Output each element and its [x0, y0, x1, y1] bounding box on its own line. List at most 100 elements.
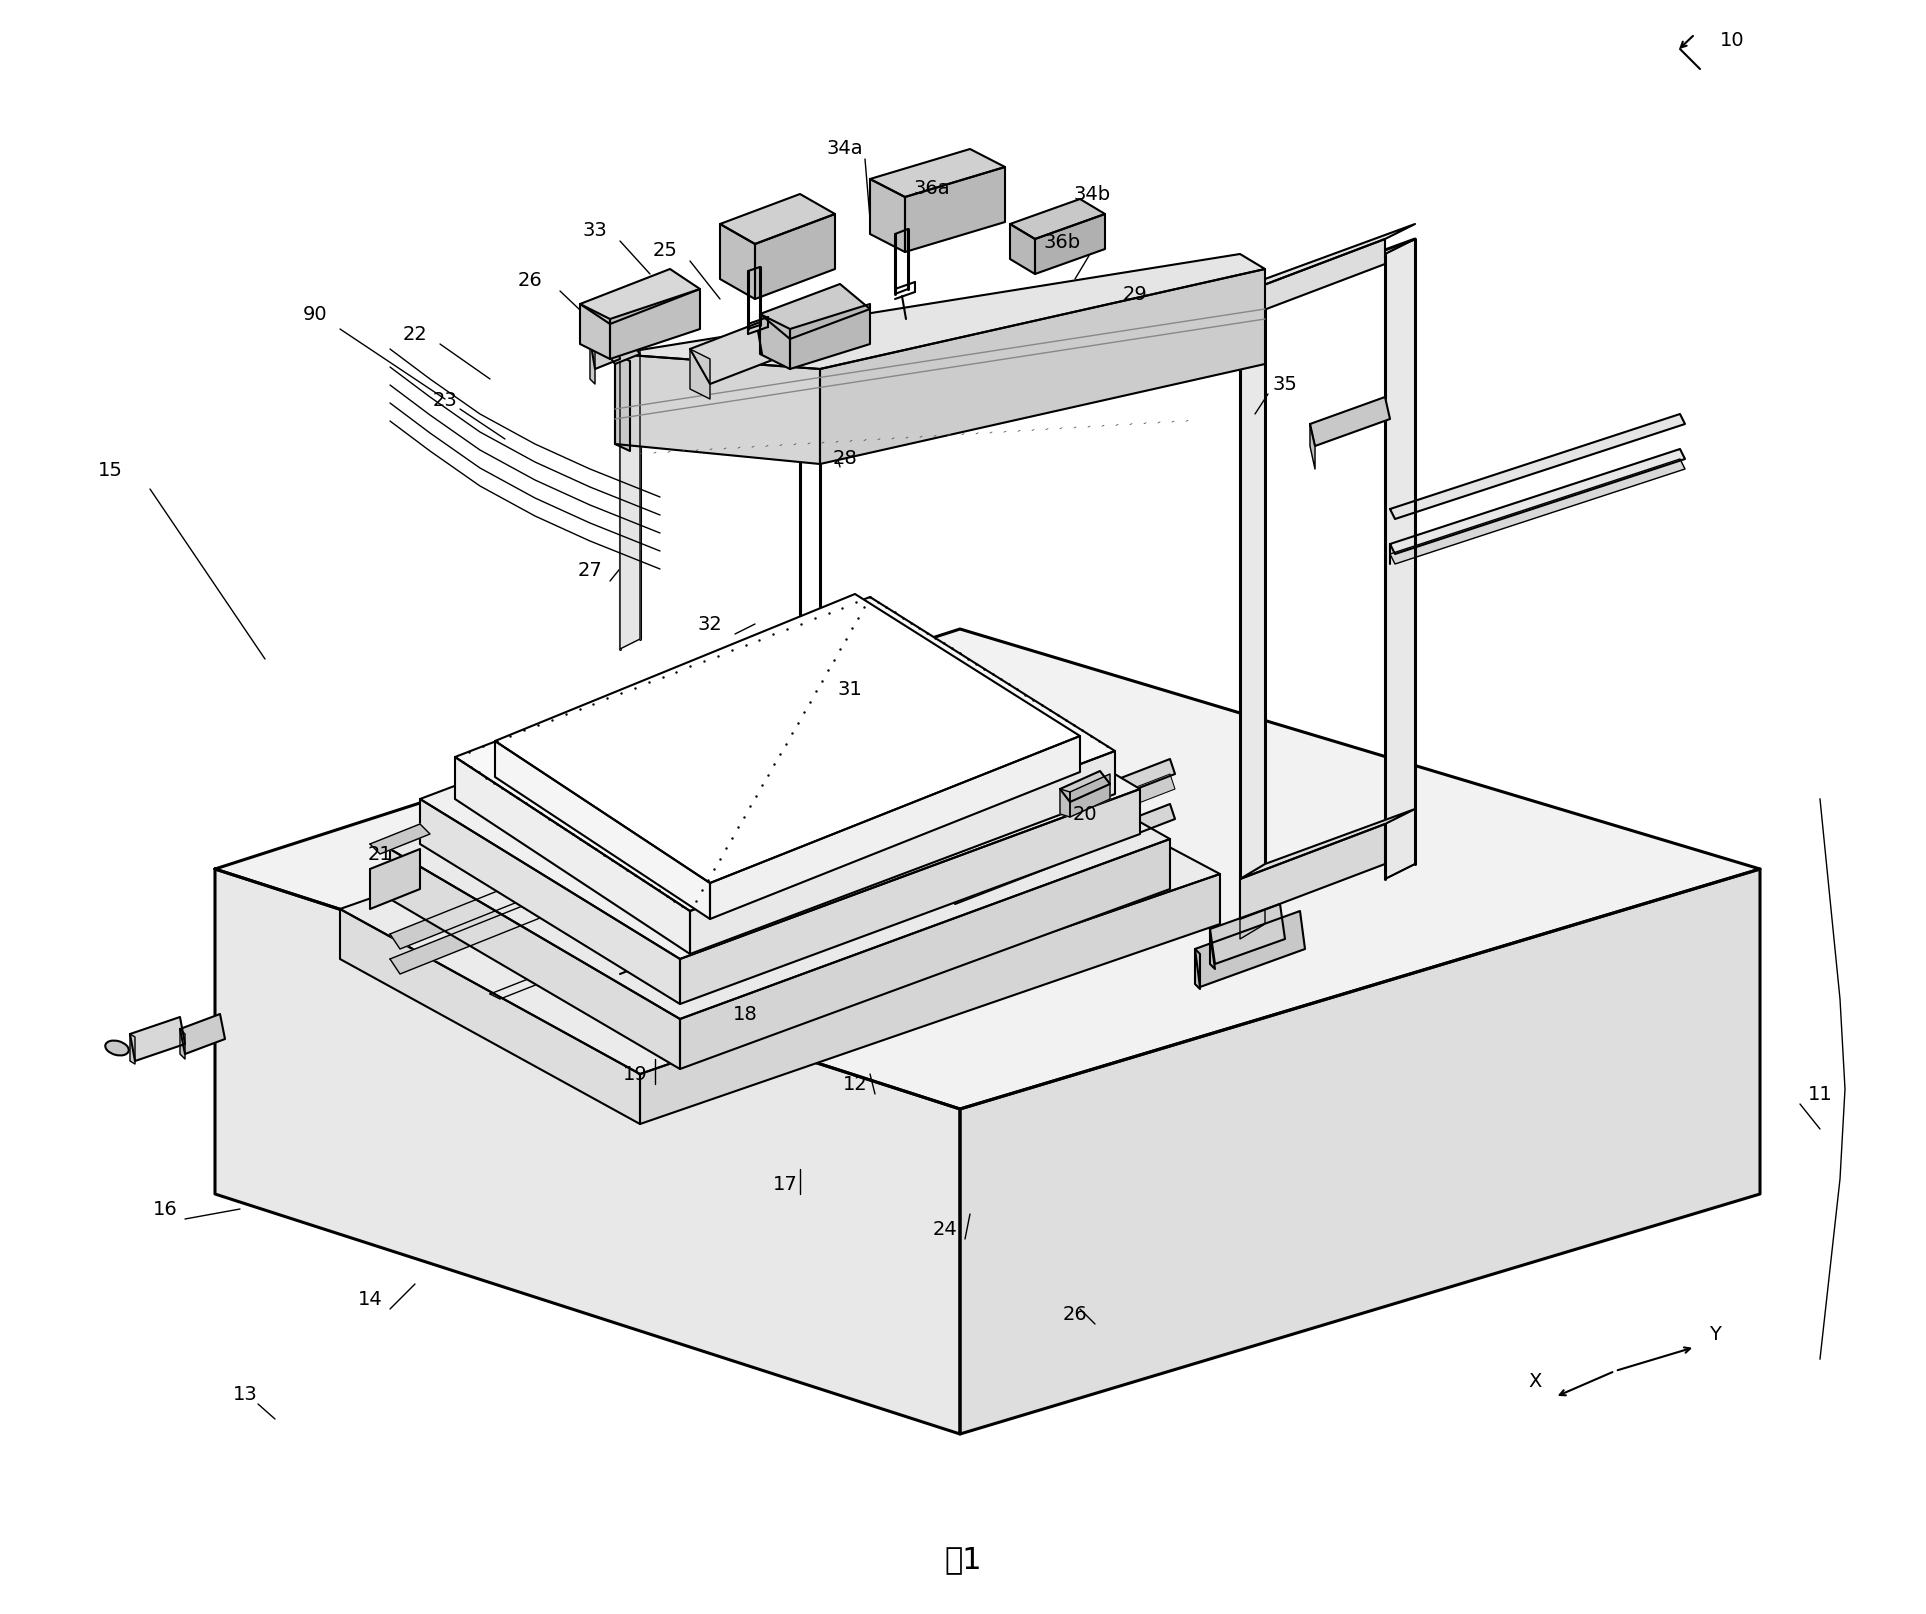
Text: 21: 21: [368, 846, 393, 863]
Text: X: X: [1529, 1372, 1541, 1391]
Text: 28: 28: [832, 449, 857, 466]
Polygon shape: [1240, 810, 1416, 880]
Polygon shape: [614, 355, 820, 465]
Polygon shape: [755, 215, 836, 300]
Text: 23: 23: [433, 391, 456, 410]
Polygon shape: [455, 597, 1115, 912]
Polygon shape: [389, 754, 849, 949]
Polygon shape: [455, 757, 690, 954]
Text: 27: 27: [578, 560, 603, 579]
Polygon shape: [601, 334, 639, 365]
Polygon shape: [1240, 240, 1385, 320]
Text: 22: 22: [403, 326, 428, 344]
Text: 20: 20: [1073, 805, 1098, 825]
Text: 图1: 图1: [944, 1545, 982, 1574]
Polygon shape: [370, 825, 429, 854]
Text: 12: 12: [844, 1075, 867, 1094]
Polygon shape: [871, 179, 905, 253]
Polygon shape: [959, 870, 1760, 1435]
Text: 90: 90: [302, 305, 327, 324]
Text: 26: 26: [518, 270, 543, 289]
Polygon shape: [1034, 215, 1106, 274]
Text: 31: 31: [838, 679, 863, 699]
Polygon shape: [639, 875, 1219, 1125]
Polygon shape: [611, 291, 699, 360]
Polygon shape: [690, 300, 840, 384]
Polygon shape: [1391, 450, 1685, 555]
Polygon shape: [1194, 912, 1306, 988]
Polygon shape: [489, 865, 830, 999]
Polygon shape: [1210, 904, 1285, 965]
Polygon shape: [1210, 930, 1215, 970]
Text: 19: 19: [622, 1065, 647, 1085]
Text: 35: 35: [1273, 376, 1298, 394]
Polygon shape: [420, 629, 1140, 959]
Polygon shape: [680, 839, 1169, 1070]
Text: 24: 24: [932, 1220, 957, 1238]
Text: 32: 32: [697, 615, 722, 634]
Polygon shape: [1310, 397, 1391, 447]
Polygon shape: [495, 741, 711, 920]
Text: 29: 29: [1123, 286, 1148, 305]
Polygon shape: [661, 784, 1009, 954]
Polygon shape: [711, 736, 1080, 920]
Polygon shape: [1310, 424, 1315, 470]
Polygon shape: [489, 870, 820, 1030]
Polygon shape: [680, 789, 1140, 1004]
Text: 15: 15: [98, 460, 123, 479]
Polygon shape: [905, 168, 1005, 253]
Polygon shape: [720, 224, 755, 300]
Text: 11: 11: [1809, 1085, 1832, 1104]
Polygon shape: [761, 315, 790, 370]
Polygon shape: [1059, 789, 1071, 818]
Polygon shape: [614, 255, 1265, 370]
Polygon shape: [1240, 224, 1416, 295]
Polygon shape: [370, 849, 420, 909]
Polygon shape: [871, 150, 1005, 199]
Text: Y: Y: [1708, 1325, 1722, 1344]
Polygon shape: [341, 710, 1219, 1075]
Polygon shape: [216, 870, 959, 1435]
Polygon shape: [761, 284, 871, 341]
Polygon shape: [1385, 240, 1416, 880]
Polygon shape: [1240, 295, 1265, 939]
Polygon shape: [389, 670, 1169, 1020]
Polygon shape: [690, 350, 711, 400]
Text: 36a: 36a: [913, 179, 950, 197]
Polygon shape: [1009, 200, 1106, 240]
Polygon shape: [614, 355, 630, 452]
Polygon shape: [216, 629, 1760, 1109]
Polygon shape: [950, 760, 1175, 860]
Polygon shape: [341, 909, 639, 1125]
Text: 34b: 34b: [1073, 186, 1111, 205]
Polygon shape: [389, 849, 680, 1070]
Polygon shape: [129, 1035, 135, 1064]
Polygon shape: [179, 1014, 225, 1054]
Text: 34a: 34a: [826, 139, 863, 158]
Polygon shape: [589, 329, 620, 370]
Polygon shape: [620, 329, 639, 649]
Polygon shape: [580, 305, 611, 360]
Polygon shape: [1240, 825, 1385, 920]
Polygon shape: [720, 195, 836, 245]
Text: 18: 18: [732, 1006, 757, 1023]
Text: 36b: 36b: [1044, 232, 1080, 252]
Polygon shape: [661, 780, 1021, 925]
Text: 26: 26: [1063, 1304, 1088, 1323]
Text: 25: 25: [653, 240, 678, 260]
Polygon shape: [1009, 224, 1034, 274]
Polygon shape: [389, 780, 849, 975]
Text: 16: 16: [152, 1199, 177, 1219]
Polygon shape: [950, 775, 1175, 875]
Text: 14: 14: [358, 1290, 383, 1309]
Text: 13: 13: [233, 1385, 258, 1404]
Polygon shape: [179, 1030, 185, 1059]
Text: 10: 10: [1720, 31, 1745, 50]
Polygon shape: [495, 594, 1080, 883]
Text: 33: 33: [584, 221, 607, 239]
Polygon shape: [580, 270, 699, 324]
Polygon shape: [129, 1017, 185, 1062]
Polygon shape: [790, 305, 871, 370]
Polygon shape: [1059, 771, 1109, 802]
Polygon shape: [1194, 949, 1200, 989]
